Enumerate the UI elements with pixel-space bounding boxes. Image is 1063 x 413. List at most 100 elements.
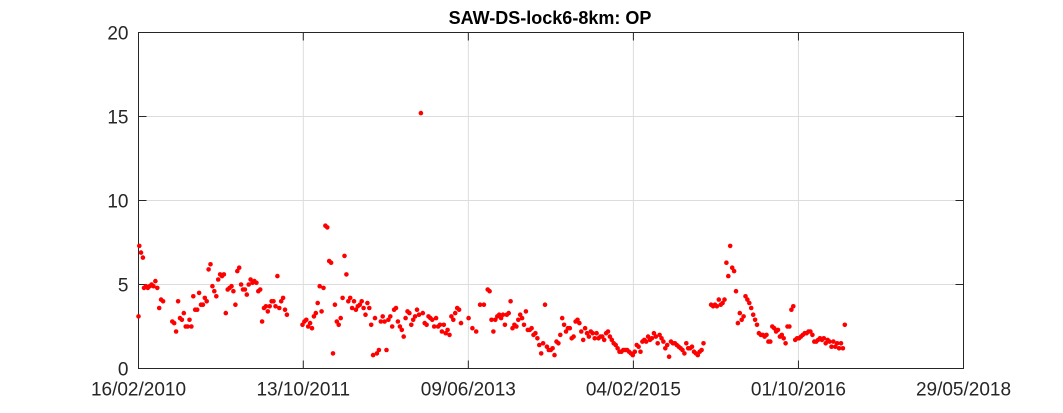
data-point: [370, 352, 376, 358]
data-point: [831, 339, 836, 344]
data-point: [500, 312, 506, 318]
data-point: [538, 351, 544, 356]
data-point: [304, 317, 309, 323]
data-point: [754, 322, 760, 328]
data-point: [155, 285, 160, 291]
data-point: [357, 302, 363, 308]
data-point: [657, 332, 662, 338]
data-point: [517, 312, 523, 318]
data-point: [487, 288, 492, 294]
data-point: [280, 295, 286, 301]
data-point: [682, 351, 687, 356]
data-point: [636, 344, 641, 350]
data-point: [151, 283, 156, 289]
data-point: [567, 325, 573, 331]
data-point: [321, 285, 326, 291]
x-tick-label: 01/10/2016: [751, 380, 846, 401]
data-point: [779, 332, 785, 338]
data-point: [750, 312, 756, 318]
data-point: [349, 305, 355, 311]
data-point: [204, 299, 209, 304]
data-point: [449, 314, 454, 319]
data-point: [361, 305, 366, 311]
data-point: [466, 315, 471, 321]
data-point: [601, 337, 607, 343]
data-point: [221, 272, 227, 277]
data-point: [397, 324, 403, 329]
data-point: [305, 324, 311, 329]
data-point: [365, 300, 370, 306]
data-point: [653, 334, 659, 339]
data-point: [430, 317, 435, 323]
data-point: [267, 304, 273, 309]
data-point: [496, 312, 502, 318]
data-point: [722, 297, 727, 302]
data-point: [215, 277, 221, 282]
data-point: [399, 327, 405, 333]
data-point: [842, 322, 848, 328]
data-point: [206, 267, 211, 272]
data-point: [523, 309, 529, 314]
data-point: [212, 288, 217, 294]
data-point: [389, 324, 395, 329]
x-tick-label: 29/05/2018: [916, 380, 1011, 401]
data-point: [330, 351, 336, 356]
data-point: [473, 329, 479, 334]
data-point: [498, 315, 504, 321]
data-point: [741, 314, 746, 319]
data-point: [194, 307, 200, 313]
data-point: [768, 339, 773, 344]
data-point: [695, 352, 701, 358]
data-point: [458, 320, 464, 326]
data-point: [346, 299, 351, 304]
data-point: [378, 319, 384, 324]
gridlines: [138, 32, 964, 369]
data-point: [202, 295, 208, 301]
data-point: [489, 317, 494, 323]
data-point: [491, 329, 496, 334]
data-point: [470, 325, 475, 331]
data-point: [747, 300, 752, 306]
data-point: [540, 341, 546, 346]
data-point: [175, 299, 181, 304]
data-point: [395, 319, 401, 324]
data-point: [403, 315, 408, 321]
data-point: [456, 307, 462, 313]
data-point: [309, 325, 315, 331]
data-point: [257, 287, 263, 292]
data-point: [829, 344, 834, 350]
data-point: [726, 273, 731, 279]
data-point: [235, 268, 240, 274]
data-point: [136, 314, 141, 319]
data-point: [632, 349, 638, 355]
data-point: [275, 273, 280, 279]
data-point: [223, 310, 229, 316]
data-point: [727, 243, 733, 249]
data-point: [558, 332, 563, 338]
data-point: [477, 302, 483, 308]
data-point: [315, 300, 321, 306]
data-point: [609, 337, 615, 343]
data-point: [386, 317, 391, 323]
data-point: [638, 349, 643, 355]
data-point: [189, 324, 194, 329]
data-point: [542, 302, 548, 308]
data-point: [651, 330, 657, 336]
data-point: [481, 302, 487, 308]
data-point: [332, 302, 338, 308]
data-point: [347, 295, 353, 301]
data-point: [363, 312, 368, 318]
data-point: [506, 310, 512, 316]
data-points: [136, 110, 848, 360]
data-point: [338, 315, 344, 321]
x-tick-label: 16/02/2010: [91, 380, 186, 401]
data-point: [246, 282, 251, 287]
data-point: [580, 337, 586, 343]
data-point: [605, 329, 611, 334]
data-point: [278, 299, 284, 304]
data-point: [689, 344, 695, 350]
data-point: [156, 305, 162, 311]
data-point: [437, 322, 443, 328]
data-point: [171, 320, 177, 326]
